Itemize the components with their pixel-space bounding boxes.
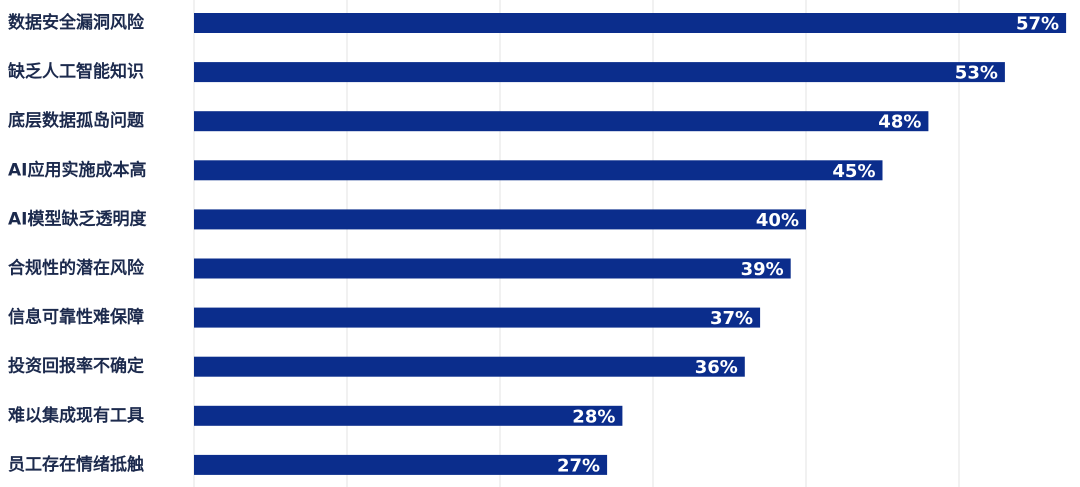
bar-5: [194, 258, 791, 279]
bar-2: [194, 111, 929, 132]
bar-1: [194, 62, 1005, 83]
category-label-2: 底层数据孤岛问题: [8, 110, 145, 131]
value-label-7: 36%: [695, 357, 738, 378]
bars: [194, 13, 1067, 475]
value-labels: 57% 53% 48% 45% 40% 39% 37% 36% 28% 27%: [557, 14, 1059, 477]
value-label-9: 27%: [557, 455, 600, 476]
category-label-6: 信息可靠性难保障: [8, 307, 144, 328]
value-label-2: 48%: [878, 112, 921, 133]
bar-0: [194, 13, 1067, 33]
bar-8: [194, 405, 623, 426]
category-label-4: AI模型缺乏透明度: [8, 208, 147, 229]
value-label-3: 45%: [832, 161, 875, 182]
value-label-6: 37%: [710, 308, 753, 329]
bar-4: [194, 209, 806, 230]
category-label-0: 数据安全漏洞风险: [8, 12, 145, 33]
category-label-1: 缺乏人工智能知识: [8, 61, 144, 82]
value-label-0: 57%: [1016, 14, 1059, 35]
value-label-1: 53%: [955, 63, 998, 84]
category-label-9: 员工存在情绪抵触: [8, 454, 144, 475]
bar-6: [194, 307, 761, 328]
value-label-8: 28%: [572, 406, 615, 427]
category-label-5: 合规性的潜在风险: [8, 258, 145, 279]
bar-3: [194, 160, 883, 181]
value-label-4: 40%: [756, 210, 799, 231]
category-label-3: AI应用实施成本高: [8, 159, 146, 180]
category-label-8: 难以集成现有工具: [7, 405, 144, 426]
bar-9: [194, 454, 608, 475]
bar-7: [194, 356, 745, 377]
value-label-5: 39%: [741, 259, 784, 280]
category-label-7: 投资回报率不确定: [8, 356, 144, 377]
